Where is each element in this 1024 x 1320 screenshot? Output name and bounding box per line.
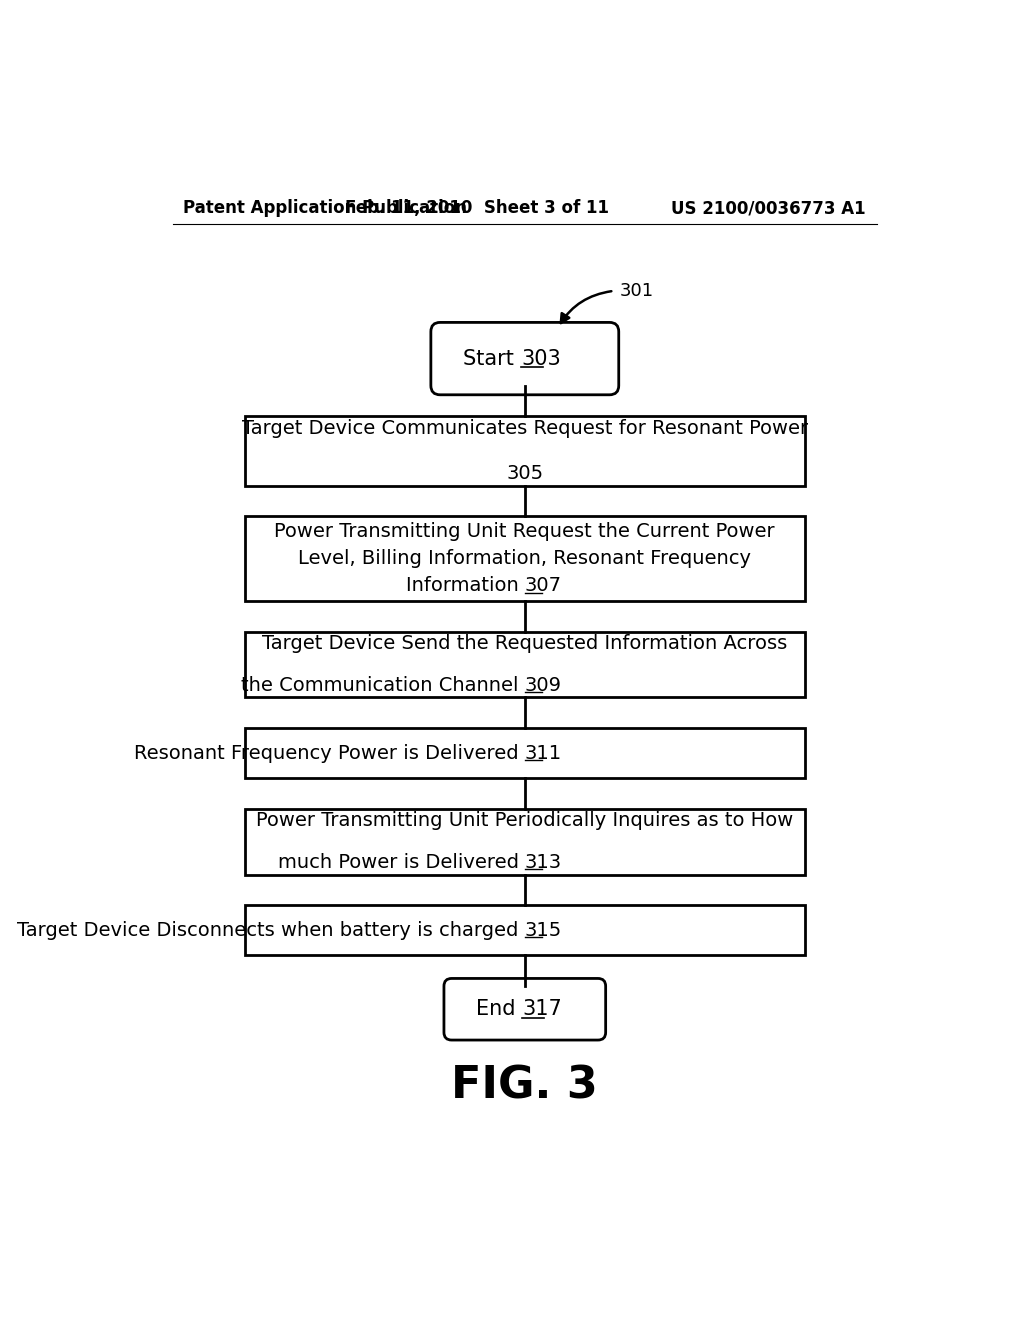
Text: 301: 301 <box>620 282 653 300</box>
Text: Target Device Send the Requested Information Across: Target Device Send the Requested Informa… <box>262 634 787 653</box>
Text: Power Transmitting Unit Periodically Inquires as to How: Power Transmitting Unit Periodically Inq… <box>256 812 794 830</box>
Text: 311: 311 <box>524 743 562 763</box>
Text: 309: 309 <box>524 676 562 696</box>
FancyBboxPatch shape <box>245 416 805 486</box>
Text: Feb. 11, 2010  Sheet 3 of 11: Feb. 11, 2010 Sheet 3 of 11 <box>345 199 609 218</box>
Text: US 2100/0036773 A1: US 2100/0036773 A1 <box>672 199 866 218</box>
Text: the Communication Channel: the Communication Channel <box>241 676 524 696</box>
Text: Power Transmitting Unit Request the Current Power: Power Transmitting Unit Request the Curr… <box>274 523 775 541</box>
Text: 305: 305 <box>506 463 544 483</box>
FancyBboxPatch shape <box>444 978 605 1040</box>
FancyBboxPatch shape <box>245 729 805 779</box>
Text: FIG. 3: FIG. 3 <box>452 1065 598 1107</box>
Text: 313: 313 <box>524 853 562 873</box>
Text: Information: Information <box>406 577 524 595</box>
Text: Resonant Frequency Power is Delivered: Resonant Frequency Power is Delivered <box>134 743 524 763</box>
Text: Level, Billing Information, Resonant Frequency: Level, Billing Information, Resonant Fre… <box>298 549 752 569</box>
FancyBboxPatch shape <box>245 632 805 697</box>
Text: Start: Start <box>464 348 521 368</box>
FancyBboxPatch shape <box>431 322 618 395</box>
Text: much Power is Delivered: much Power is Delivered <box>278 853 524 873</box>
FancyBboxPatch shape <box>245 906 805 956</box>
FancyBboxPatch shape <box>245 809 805 875</box>
Text: Target Device Disconnects when battery is charged: Target Device Disconnects when battery i… <box>17 921 524 940</box>
FancyBboxPatch shape <box>245 516 805 601</box>
Text: Target Device Communicates Request for Resonant Power: Target Device Communicates Request for R… <box>242 420 808 438</box>
Text: 303: 303 <box>521 348 561 368</box>
Text: 317: 317 <box>522 999 562 1019</box>
Text: 307: 307 <box>524 577 562 595</box>
Text: 315: 315 <box>524 921 562 940</box>
Text: End: End <box>476 999 522 1019</box>
Text: Patent Application Publication: Patent Application Publication <box>183 199 467 218</box>
